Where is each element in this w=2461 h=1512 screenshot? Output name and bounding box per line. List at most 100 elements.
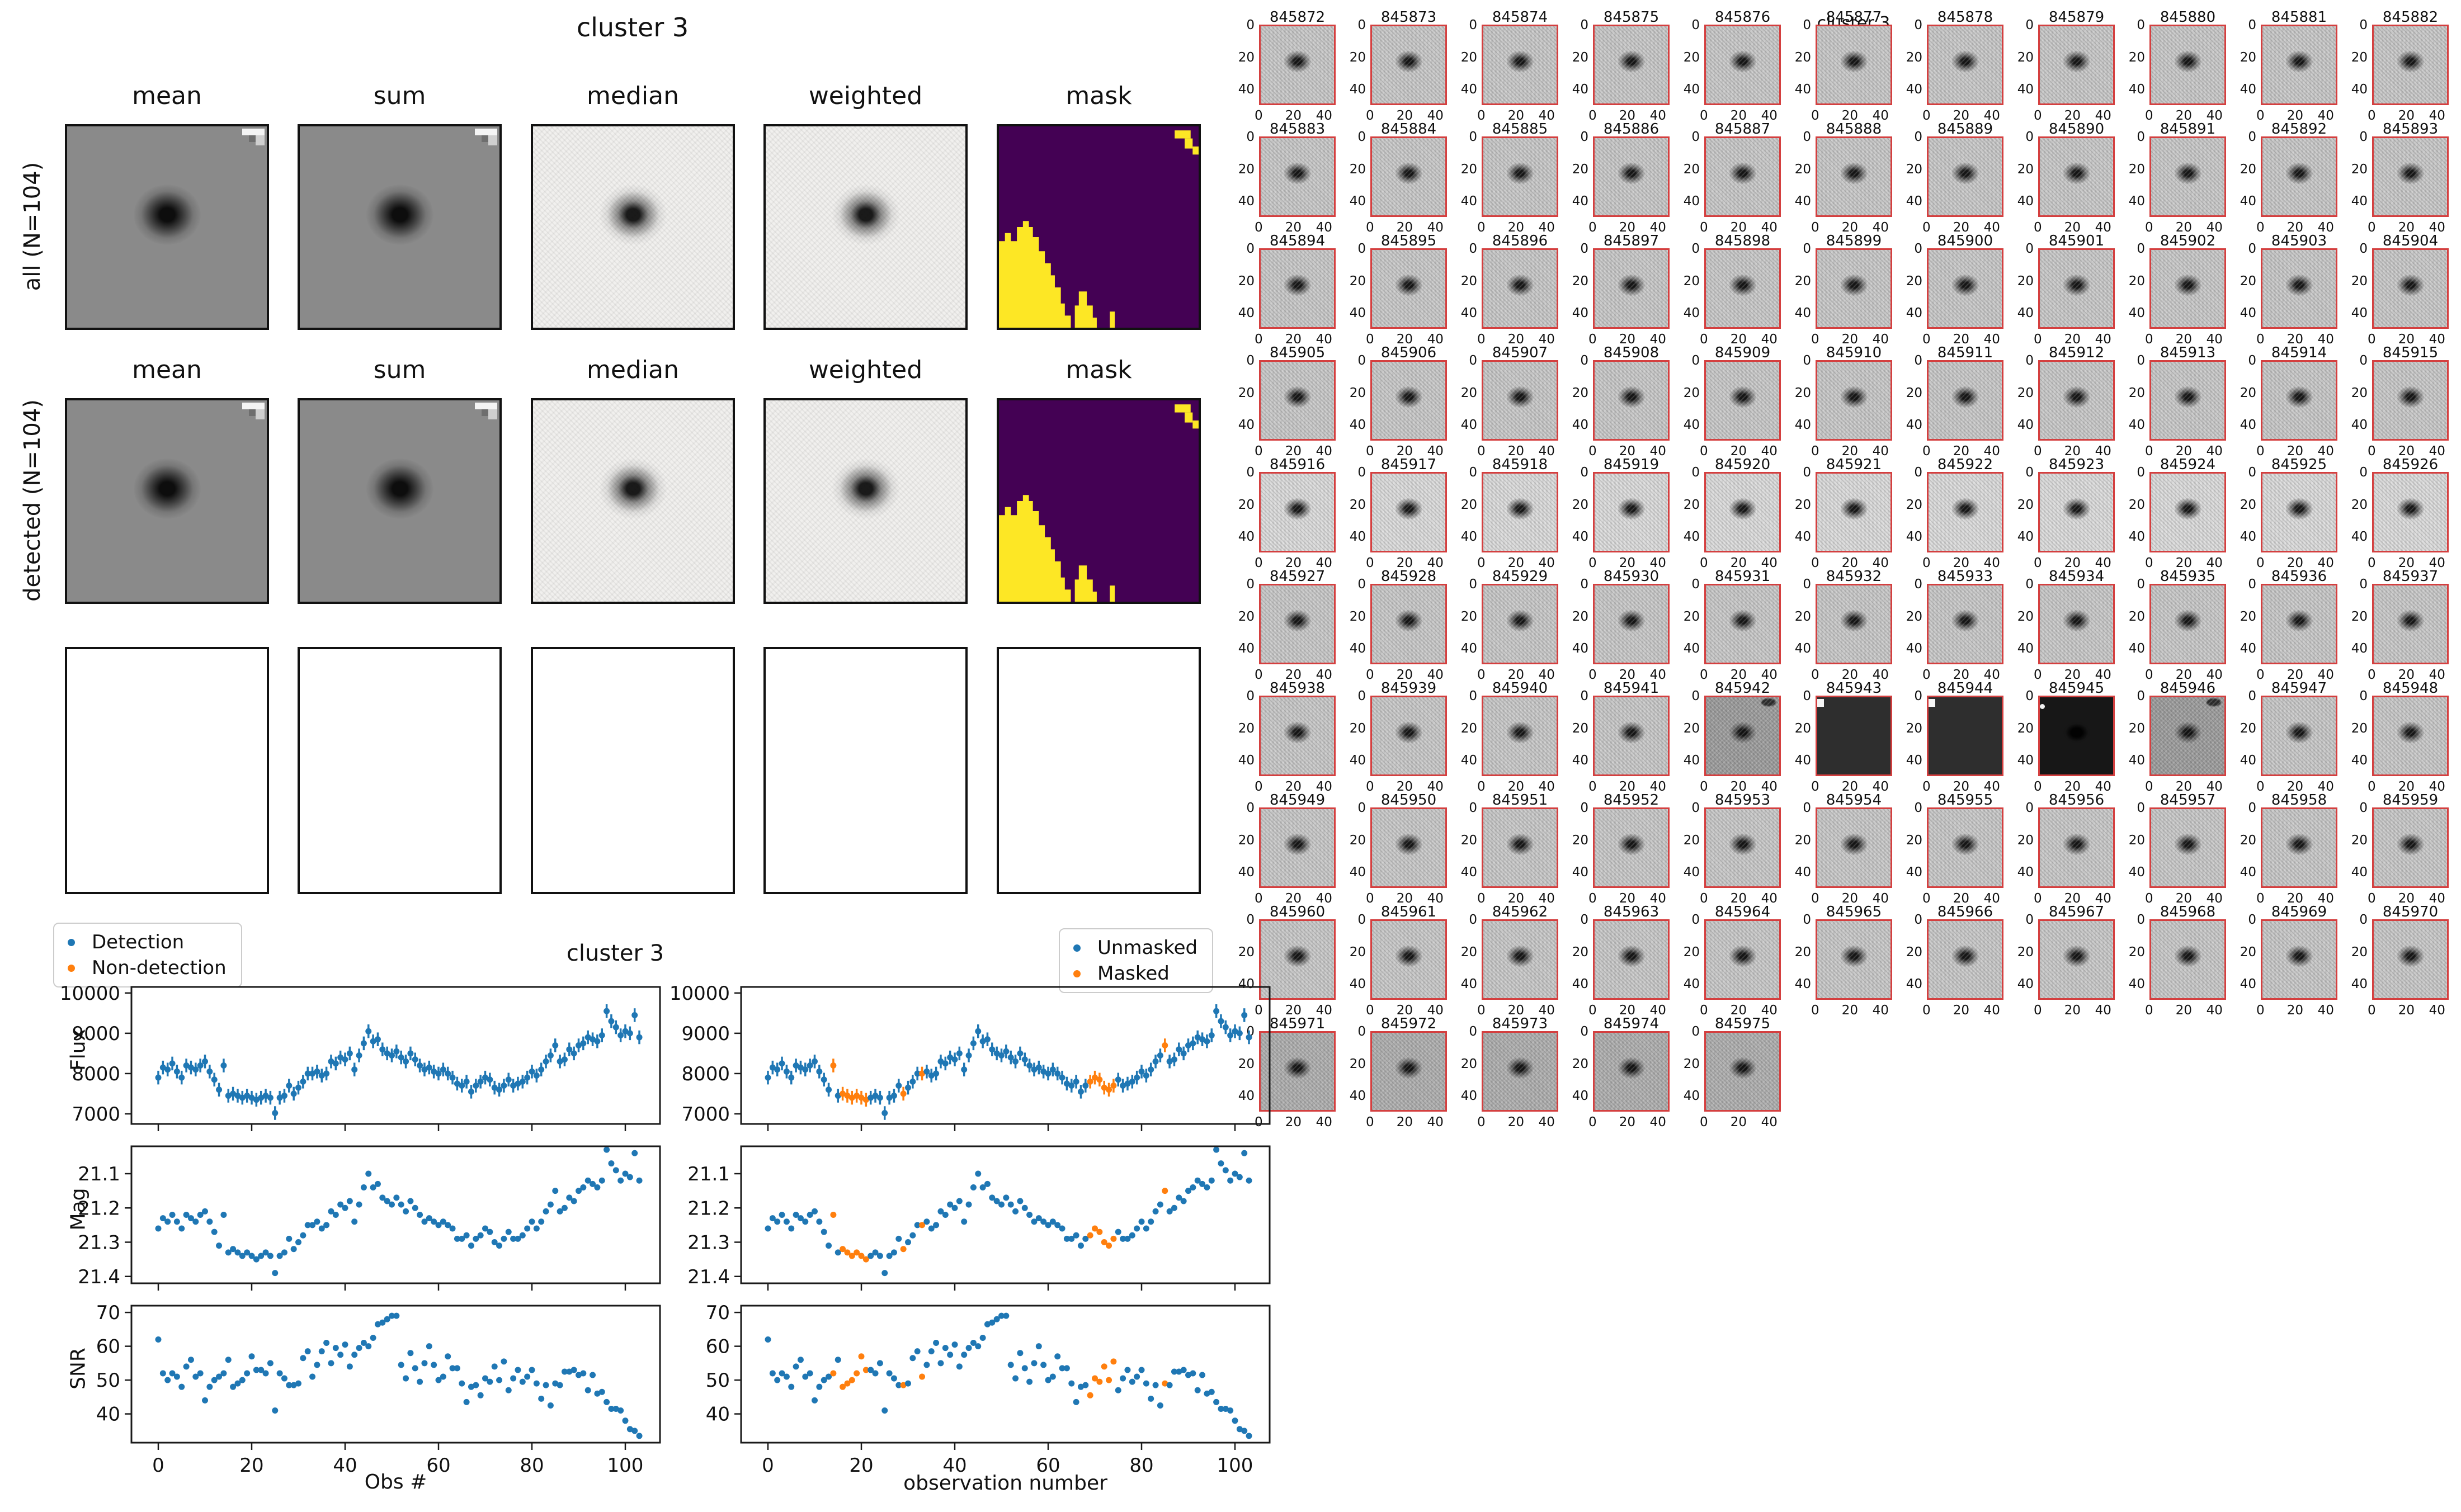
stamp-xtick: 0 <box>2145 444 2153 459</box>
stamp-id-label: 845894 <box>1269 233 1326 249</box>
stamp-id-label: 845895 <box>1380 233 1437 249</box>
stamp-xtick: 40 <box>1538 556 1555 570</box>
stamp-ytick: 20 <box>2351 609 2368 624</box>
stamp-id-label: 845912 <box>2048 344 2105 361</box>
stamp-xtick: 20 <box>1953 332 1970 347</box>
stamp-id-label: 845886 <box>1603 121 1659 138</box>
svg-text:21.2: 21.2 <box>78 1197 120 1220</box>
stamp-xtick: 20 <box>1619 668 1636 682</box>
stamp-detected-weighted <box>763 398 968 604</box>
stamp-ytick: 40 <box>2017 530 2034 545</box>
stamp-xtick: 40 <box>2429 779 2445 794</box>
stamp-image-845909 <box>1704 360 1781 441</box>
stamp-ytick: 40 <box>2351 82 2368 97</box>
stamp-ytick: 20 <box>1572 273 1588 289</box>
stamp-xtick: 20 <box>1396 668 1413 682</box>
stamp-image-845880 <box>2149 25 2226 105</box>
stamp-xtick: 20 <box>1396 1003 1413 1018</box>
stamp-ytick: 40 <box>2017 865 2034 880</box>
stamp-image-845954 <box>1816 807 1892 888</box>
stamp-image-845969 <box>2261 919 2337 1000</box>
stamp-xtick: 20 <box>1841 668 1859 682</box>
stamp-all-median <box>531 124 735 330</box>
stamp-image-845953 <box>1704 807 1781 888</box>
stamp-xtick: 20 <box>1619 332 1636 347</box>
stamp-ytick: 0 <box>2248 18 2256 32</box>
stamp-xtick: 40 <box>1872 332 1889 347</box>
stamp-image-845911 <box>1927 360 2003 441</box>
stamp-ytick: 20 <box>2128 833 2145 848</box>
stamp-ytick: 0 <box>1246 913 1255 927</box>
stamp-ytick: 40 <box>1349 82 1366 97</box>
stamp-xtick: 40 <box>1649 891 1666 906</box>
stamp-xtick: 20 <box>2398 556 2415 570</box>
stamp-image-845879 <box>2038 25 2115 105</box>
stamp-ytick: 0 <box>1246 353 1255 368</box>
stamp-ytick: 0 <box>1914 130 1922 144</box>
stamp-xtick: 20 <box>1619 891 1636 906</box>
stamp-xtick: 20 <box>1396 444 1413 459</box>
stamp-xtick: 0 <box>1366 108 1374 123</box>
stamp-image-845872 <box>1259 25 1336 105</box>
stamp-xtick: 0 <box>1255 108 1263 123</box>
stamp-xtick: 0 <box>2256 220 2265 235</box>
stamp-ytick: 40 <box>1238 977 1255 992</box>
stamp-xtick: 0 <box>2034 891 2042 906</box>
stamp-empty-mean <box>65 647 269 894</box>
stamp-xtick: 0 <box>2145 779 2153 794</box>
stamp-ytick: 0 <box>1246 465 1255 480</box>
svg-text:21.3: 21.3 <box>687 1232 730 1254</box>
stamp-xtick: 0 <box>2256 1003 2265 1018</box>
stamp-ytick: 0 <box>1246 18 1255 32</box>
stamp-xtick: 0 <box>2368 779 2376 794</box>
stamp-xtick: 20 <box>2175 1003 2193 1018</box>
svg-text:7000: 7000 <box>681 1103 730 1126</box>
stamp-ytick: 40 <box>1572 194 1588 209</box>
stamp-xtick: 20 <box>2286 668 2304 682</box>
stamp-xtick: 0 <box>2256 444 2265 459</box>
legend-label: Unmasked <box>1097 937 1198 959</box>
stamp-ytick: 0 <box>1914 242 1922 256</box>
stamp-ytick: 20 <box>2017 50 2034 65</box>
stamp-ytick: 40 <box>1906 82 1922 97</box>
stamp-ytick: 20 <box>2017 609 2034 624</box>
legend-marker-icon <box>1073 944 1081 952</box>
stamp-xtick: 40 <box>2317 108 2334 123</box>
stamp-ytick: 0 <box>2137 577 2145 592</box>
stamp-ytick: 20 <box>1572 833 1588 848</box>
stamp-id-label: 845875 <box>1603 9 1659 26</box>
stamp-xtick: 40 <box>1427 1115 1444 1130</box>
stamp-id-label: 845956 <box>2048 792 2105 809</box>
stamp-ytick: 0 <box>1914 577 1922 592</box>
column-header-weighted: weighted <box>808 82 923 110</box>
stamp-image-845928 <box>1370 584 1447 664</box>
timeseries-title: cluster 3 <box>566 941 664 966</box>
stamp-ytick: 0 <box>2359 130 2368 144</box>
stamp-xtick: 40 <box>1538 779 1555 794</box>
stamp-ytick: 40 <box>2017 641 2034 656</box>
stamp-ytick: 20 <box>1460 721 1477 736</box>
stamp-ytick: 40 <box>2351 977 2368 992</box>
stamp-ytick: 40 <box>2128 82 2145 97</box>
stamp-ytick: 40 <box>2240 418 2256 433</box>
stamp-ytick: 0 <box>1691 18 1700 32</box>
stamp-xtick: 0 <box>1700 779 1708 794</box>
stamp-ytick: 20 <box>2351 944 2368 960</box>
stamp-ytick: 0 <box>1580 913 1588 927</box>
stamp-image-845957 <box>2149 807 2226 888</box>
stamp-ytick: 0 <box>1469 1024 1477 1039</box>
stamp-image-845952 <box>1593 807 1670 888</box>
stamp-ytick: 0 <box>1246 242 1255 256</box>
stamp-xtick: 40 <box>1538 1115 1555 1130</box>
stamp-all-mask <box>997 124 1201 330</box>
stamp-ytick: 20 <box>1794 721 1811 736</box>
stamp-ytick: 40 <box>1906 194 1922 209</box>
stamp-id-label: 845936 <box>2271 568 2327 585</box>
stamp-xtick: 0 <box>2145 220 2153 235</box>
stamp-xtick: 20 <box>1285 891 1302 906</box>
stamp-xtick: 0 <box>2368 556 2376 570</box>
stamp-xtick: 0 <box>1477 220 1486 235</box>
stamp-ytick: 0 <box>2025 577 2034 592</box>
stamp-ytick: 0 <box>1914 689 1922 703</box>
stamp-ytick: 40 <box>2240 306 2256 321</box>
